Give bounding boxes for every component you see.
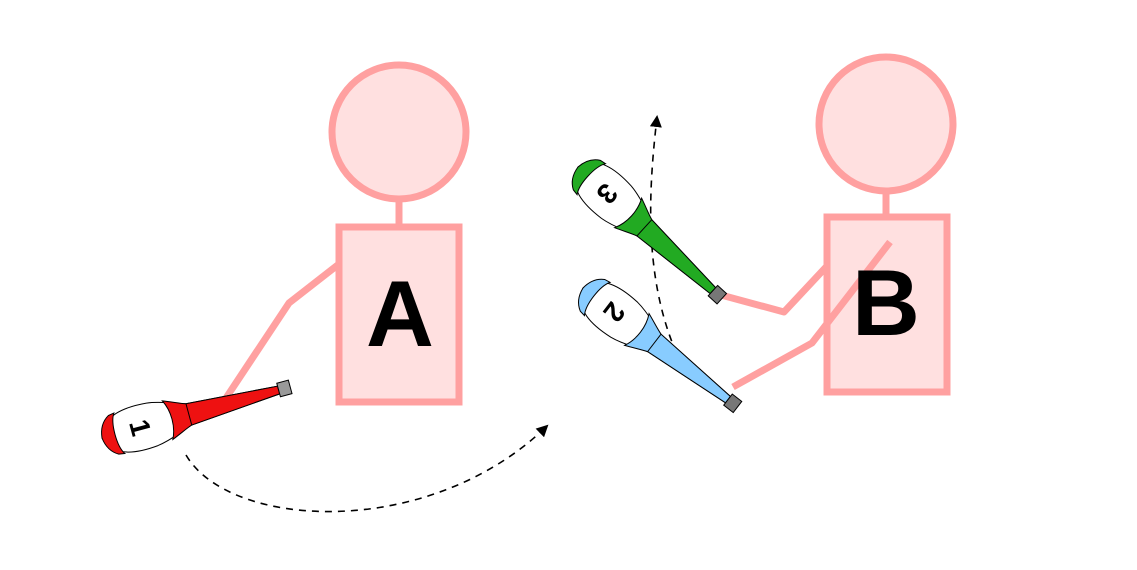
juggler-b-head — [815, 53, 957, 195]
club-2: 2 — [578, 278, 743, 414]
juggler-b-arm-upper — [709, 263, 830, 316]
club-1-neck — [161, 385, 281, 441]
juggler-b-arm-lower — [731, 239, 893, 391]
juggler-a-body — [335, 223, 463, 406]
juggler-a-arm — [223, 261, 342, 400]
juggler-b-label: B — [852, 250, 920, 355]
juggler-a-label: A — [366, 261, 434, 366]
club-1: 1 — [101, 379, 293, 455]
club-2-knob-band — [578, 278, 612, 317]
club-1-knob-band — [101, 412, 127, 455]
throw-arc-a-to-b — [185, 424, 549, 513]
club-3-neck — [613, 196, 717, 295]
juggler-a: A — [223, 61, 470, 406]
club-1-handle-cap — [276, 379, 293, 398]
club-3-knob-band — [571, 159, 607, 196]
club-2-handle-cap — [723, 393, 743, 414]
club-2-neck — [623, 312, 732, 404]
juggler-a-head — [328, 61, 470, 203]
club-3-handle-cap — [707, 284, 728, 305]
juggler-b-body — [823, 213, 951, 396]
club-3: 3 — [571, 159, 728, 305]
juggler-b: B — [709, 53, 957, 396]
